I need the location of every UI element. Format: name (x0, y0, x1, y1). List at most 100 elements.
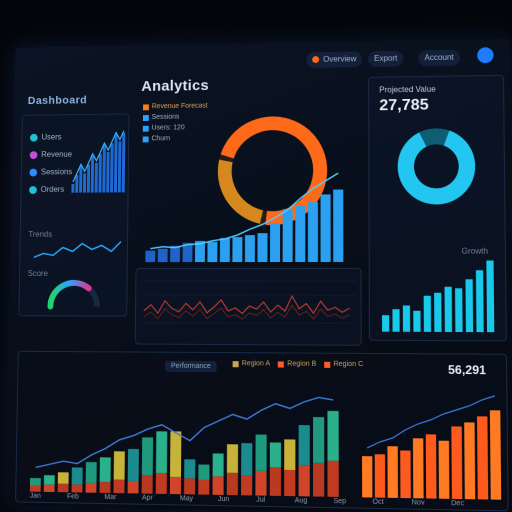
x-axis-label: Oct (372, 498, 384, 506)
stack-bar-bottom (313, 462, 325, 497)
stack-bar-top (241, 443, 253, 476)
spark-bar (102, 145, 106, 193)
stack-bar-bottom (198, 479, 210, 495)
right-donut-chart (369, 120, 504, 221)
gauge-chart (44, 273, 103, 313)
orange-bar (400, 450, 411, 499)
stack-bar-top (327, 410, 339, 461)
projected-value: 27,785 (379, 96, 429, 115)
projected-label: Projected Value (379, 84, 436, 95)
orange-bar (412, 438, 424, 499)
profile-icon[interactable] (477, 47, 494, 64)
orange-dot-icon (312, 56, 320, 64)
stack-bar-top (99, 457, 111, 482)
spark-bar (98, 153, 102, 193)
right-bar (392, 309, 400, 332)
overview-button[interactable]: Overview (306, 51, 363, 68)
right-donut-arc (406, 138, 468, 197)
stack-bar-top (269, 442, 282, 468)
stack-bar-top (170, 431, 182, 477)
stack-bar-bottom (255, 470, 267, 496)
main-bar (232, 237, 244, 263)
right-bar (455, 288, 463, 333)
kpi-swatch (29, 186, 37, 194)
right-bar-chart (382, 260, 495, 333)
right-panel: Projected Value 27,785 Growth (368, 74, 507, 342)
noise-line-secondary (144, 305, 350, 320)
stack-bar-top (212, 453, 224, 477)
x-axis-label: Jan (29, 492, 41, 500)
x-axis-label: Aug (294, 497, 308, 505)
account-button[interactable]: Account (418, 49, 460, 67)
main-bar (333, 189, 344, 262)
brand-label: Dashboard (27, 94, 88, 107)
orange-bar (477, 416, 489, 500)
export-button-label: Export (374, 53, 398, 63)
stack-bar-bottom (57, 483, 69, 493)
spark-bar (75, 175, 79, 193)
main-bar (320, 194, 331, 262)
export-button[interactable]: Export (368, 50, 404, 68)
kpi-item[interactable]: Revenue (29, 150, 72, 159)
kpi-item[interactable]: Sessions (29, 167, 72, 176)
spark-bar (121, 132, 126, 193)
kpi-item[interactable]: Users (29, 133, 62, 142)
orange-bar (387, 446, 398, 498)
x-axis-label: Mar (104, 493, 117, 502)
spark-bar (94, 162, 98, 193)
right-bar (486, 260, 495, 333)
orange-bar (438, 440, 450, 499)
right-bar (382, 315, 390, 332)
x-axis-label: Feb (66, 493, 79, 501)
x-axis-label: Dec (451, 499, 465, 508)
spark-bar (82, 173, 87, 193)
main-bar (269, 223, 281, 262)
stack-bar-top (113, 451, 125, 480)
bottom-charts (29, 352, 502, 500)
spark-bar (106, 152, 110, 193)
main-bar (194, 240, 205, 263)
spark-bar (113, 134, 118, 193)
kpi-item[interactable]: Orders (29, 185, 64, 194)
main-bar (257, 233, 268, 263)
gauge-fill (50, 283, 88, 307)
stack-bar-bottom (43, 484, 55, 493)
x-axis-label: Apr (141, 494, 153, 502)
spark-bar (71, 183, 75, 193)
orange-bar (362, 456, 373, 498)
kpi-swatch (29, 133, 38, 142)
stack-bar-top (85, 462, 97, 484)
stack-bar-top (184, 459, 196, 479)
spark-bar (117, 141, 122, 193)
right-bar (444, 286, 453, 332)
main-bar (282, 209, 294, 262)
x-axis-label: Jul (256, 496, 266, 504)
account-button-label: Account (424, 52, 454, 63)
stack-bar-bottom (269, 467, 281, 496)
stack-bar-bottom (127, 481, 139, 494)
stack-bar-bottom (99, 481, 111, 493)
stack-bar-top (155, 431, 168, 474)
overview-button-label: Overview (323, 54, 357, 64)
spark-bar (110, 143, 114, 193)
orange-bar (451, 426, 463, 500)
x-axis-label: Jun (217, 495, 230, 504)
stack-bar-bottom (71, 485, 83, 494)
stack-bar-bottom (327, 460, 339, 497)
stack-bar-top (198, 464, 210, 480)
main-bar (219, 238, 230, 263)
stack-bar-bottom (155, 472, 167, 494)
stack-bar-top (127, 448, 139, 482)
main-bar (245, 235, 256, 263)
right-bar (475, 270, 484, 333)
stack-bar-top (57, 472, 69, 484)
trend-sparkline (34, 238, 121, 262)
right-bar (465, 279, 474, 333)
spark-bar (90, 155, 95, 193)
right-bar (434, 292, 442, 332)
orange-bar (374, 454, 386, 498)
stack-bar-bottom (184, 478, 196, 495)
stack-bar-bottom (29, 485, 41, 492)
left-spark-chart (71, 122, 126, 193)
main-bar (207, 241, 218, 263)
